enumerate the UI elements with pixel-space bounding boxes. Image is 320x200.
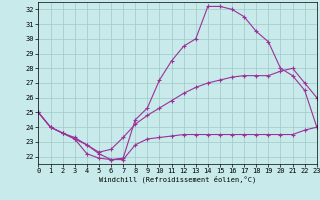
X-axis label: Windchill (Refroidissement éolien,°C): Windchill (Refroidissement éolien,°C) <box>99 176 256 183</box>
